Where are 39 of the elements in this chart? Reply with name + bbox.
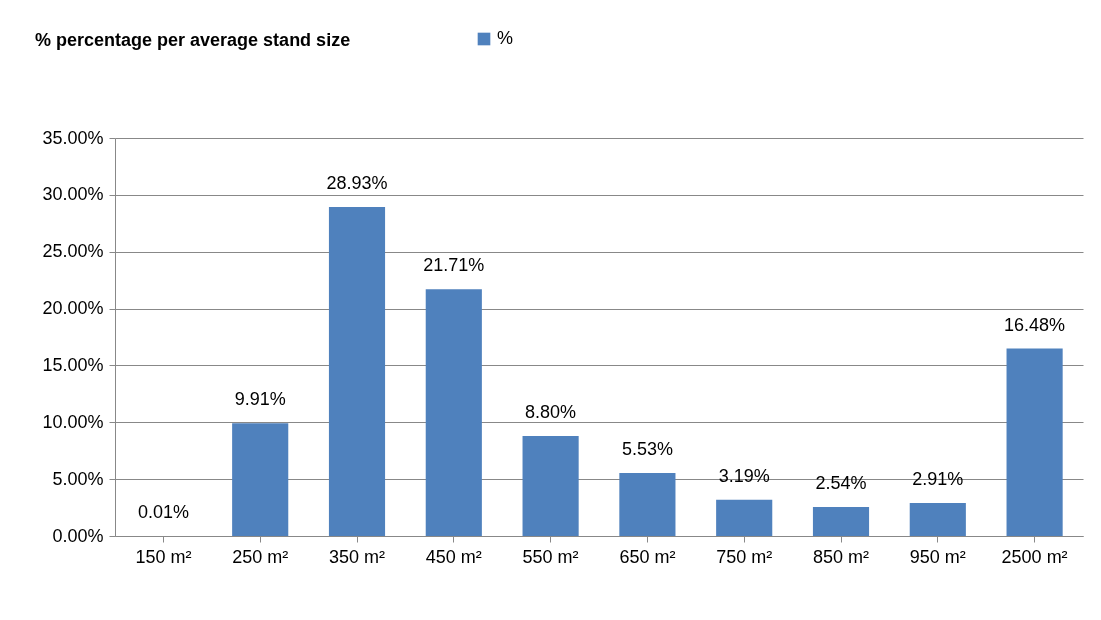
y-tick-label: 20.00% bbox=[42, 298, 104, 319]
x-tick-label: 850 m² bbox=[812, 546, 870, 567]
bar bbox=[619, 473, 676, 536]
y-tick-label: 10.00% bbox=[42, 411, 104, 432]
x-tick-label: 750 m² bbox=[716, 546, 773, 567]
data-label: 9.91% bbox=[234, 389, 286, 410]
y-tick-label: 0.00% bbox=[52, 525, 104, 546]
x-tick-label: 450 m² bbox=[425, 546, 482, 567]
bar bbox=[909, 502, 966, 536]
bar bbox=[232, 423, 289, 536]
x-tick-label: 150 m² bbox=[135, 546, 192, 567]
data-label: 2.91% bbox=[912, 468, 964, 489]
data-label: 21.71% bbox=[423, 255, 485, 276]
data-label: 28.93% bbox=[326, 173, 388, 194]
bar bbox=[522, 435, 579, 536]
x-tick-label: 950 m² bbox=[909, 546, 966, 567]
y-tick-label: 15.00% bbox=[42, 354, 104, 375]
x-tick-label: 2500 m² bbox=[1001, 546, 1068, 567]
x-tick-label: 550 m² bbox=[522, 546, 579, 567]
data-label: 5.53% bbox=[621, 439, 673, 460]
chart-title: % percentage per average stand size bbox=[35, 30, 351, 50]
data-label: 16.48% bbox=[1004, 314, 1066, 335]
bar bbox=[812, 507, 870, 536]
data-label: 0.01% bbox=[137, 501, 189, 522]
bar bbox=[1006, 348, 1063, 536]
data-label: 2.54% bbox=[815, 473, 867, 494]
data-label: 8.80% bbox=[525, 401, 577, 422]
bar bbox=[328, 207, 386, 536]
bar bbox=[425, 289, 482, 536]
x-tick-label: 650 m² bbox=[619, 546, 676, 567]
y-tick-label: 25.00% bbox=[42, 241, 104, 262]
data-label: 3.19% bbox=[718, 465, 770, 486]
y-tick-label: 35.00% bbox=[42, 127, 104, 148]
y-tick-label: 30.00% bbox=[42, 184, 104, 205]
y-tick-label: 5.00% bbox=[52, 468, 104, 489]
x-tick-label: 350 m² bbox=[328, 546, 386, 567]
legend-label: % bbox=[497, 28, 514, 48]
x-tick-label: 250 m² bbox=[232, 546, 289, 567]
bar bbox=[716, 499, 773, 536]
